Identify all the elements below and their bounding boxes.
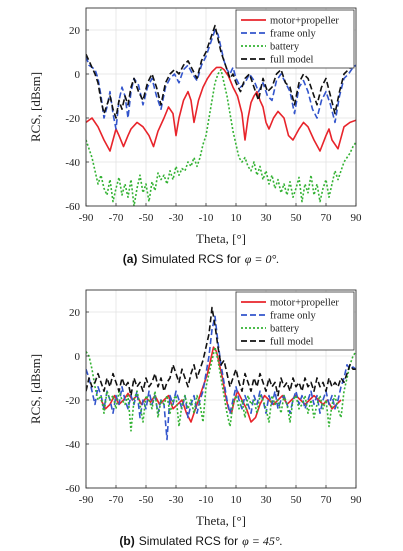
x-tick-label: 30: [261, 212, 273, 224]
axes-box: [85, 7, 357, 207]
series-line-full-model: [86, 24, 356, 119]
legend-label: frame only: [270, 311, 317, 322]
legend-label: battery: [270, 42, 300, 53]
x-axis-label: Theta, [°]: [196, 513, 246, 528]
y-tick-label: 20: [69, 307, 81, 319]
x-tick-label: 30: [261, 494, 273, 506]
caption-text: Simulated RCS for: [139, 534, 238, 548]
x-tick-label: 70: [321, 494, 333, 506]
y-tick-label: -60: [65, 483, 80, 495]
legend-label: motor+propeller: [270, 298, 339, 309]
legend-label: frame only: [270, 29, 317, 40]
caption-math: φ = 45°.: [242, 534, 283, 548]
x-tick-label: -30: [169, 494, 184, 506]
series-line-battery: [86, 346, 356, 432]
chart-panel-a: -90 -70 -50 -30 -10 10 30 50 70 90 20 0 -20 -40 -60 The…: [28, 7, 363, 266]
series-line-motor-propeller: [86, 66, 356, 152]
y-tick-label: 0: [75, 69, 81, 81]
x-tick-label: 10: [231, 494, 243, 506]
series-line-full-model: [86, 306, 356, 397]
x-tick-label: 90: [351, 494, 363, 506]
x-tick-label: -10: [199, 494, 214, 506]
x-tick-label: -90: [79, 212, 94, 224]
y-tick-label: -40: [65, 157, 80, 169]
legend-label: battery: [270, 324, 300, 335]
figure-caption: (a) Simulated RCS for φ = 0°.: [123, 252, 280, 266]
x-tick-label: -30: [169, 212, 184, 224]
y-tick-label: -20: [65, 395, 80, 407]
series-line-motor-propeller: [100, 346, 342, 423]
chart-panel-b: -90 -70 -50 -30 -10 10 30 50 70 90 20 0 -20 -40 -60 The…: [28, 289, 363, 548]
x-tick-label: -10: [199, 212, 214, 224]
y-tick-label: -60: [65, 201, 80, 213]
x-tick-label: 50: [291, 494, 303, 506]
x-tick-label: 90: [351, 212, 363, 224]
figure-caption: (b) Simulated RCS for φ = 45°.: [119, 534, 282, 548]
series-line-frame-only: [86, 29, 356, 130]
x-axis-label: Theta, [°]: [196, 231, 246, 246]
x-tick-label: 10: [231, 212, 243, 224]
x-tick-label: -70: [109, 212, 124, 224]
caption-math: φ = 0°.: [245, 252, 280, 266]
x-tick-label: -50: [139, 494, 154, 506]
x-tick-label: -70: [109, 494, 124, 506]
x-tick-label: -50: [139, 212, 154, 224]
y-axis-label: RCS, [dBsm]: [28, 354, 43, 424]
x-tick-label: 70: [321, 212, 333, 224]
series-line-battery: [86, 68, 356, 206]
caption-text: Simulated RCS for: [141, 252, 240, 266]
y-tick-label: -40: [65, 439, 80, 451]
x-tick-label: -90: [79, 494, 94, 506]
y-tick-label: 0: [75, 351, 81, 363]
caption-tag: (a): [123, 252, 138, 266]
y-tick-label: 20: [69, 25, 81, 37]
axes-box: [85, 289, 357, 489]
legend-label: full model: [270, 337, 314, 348]
caption-tag: (b): [119, 534, 134, 548]
x-tick-label: 50: [291, 212, 303, 224]
legend-label: motor+propeller: [270, 16, 339, 27]
y-tick-label: -20: [65, 113, 80, 125]
legend-label: full model: [270, 55, 314, 66]
y-axis-label: RCS, [dBsm]: [28, 72, 43, 142]
